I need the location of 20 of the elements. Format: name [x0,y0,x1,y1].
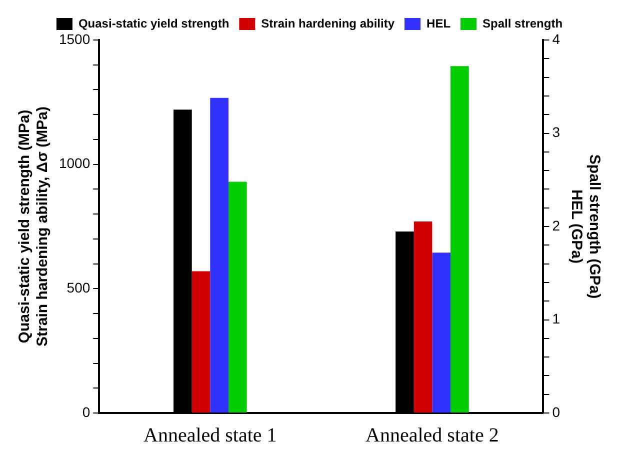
legend-label: Strain hardening ability [261,16,395,30]
y2-tick-label: 4 [552,30,560,47]
y2-tick-label: 0 [552,404,560,420]
y-tick-label: 0 [82,404,90,420]
y2-tick-label: 2 [552,217,560,234]
y2-tick-label: 3 [552,124,560,140]
legend-label: Quasi-static yield strength [78,16,230,30]
legend-label: HEL [426,16,451,30]
bar [450,66,469,412]
y2-axis-title: Spall strength (GPa) HEL (GPa) [568,154,603,299]
legend-label: Spall strength [482,16,563,30]
bar [210,98,228,412]
y-axis-title: Quasi-static yield strength (MPa) Strain hardening ability, Δσ (MPa) [16,106,52,346]
bar [228,182,247,412]
y-tick-label: 1000 [58,155,90,172]
y-tick-label: 500 [66,280,90,296]
x-tick-label: Annealed state 1 [144,424,277,446]
x-tick-label: Annealed state 2 [366,424,499,446]
y2-tick-label: 1 [552,310,560,327]
y-tick-label: 1500 [58,30,90,47]
